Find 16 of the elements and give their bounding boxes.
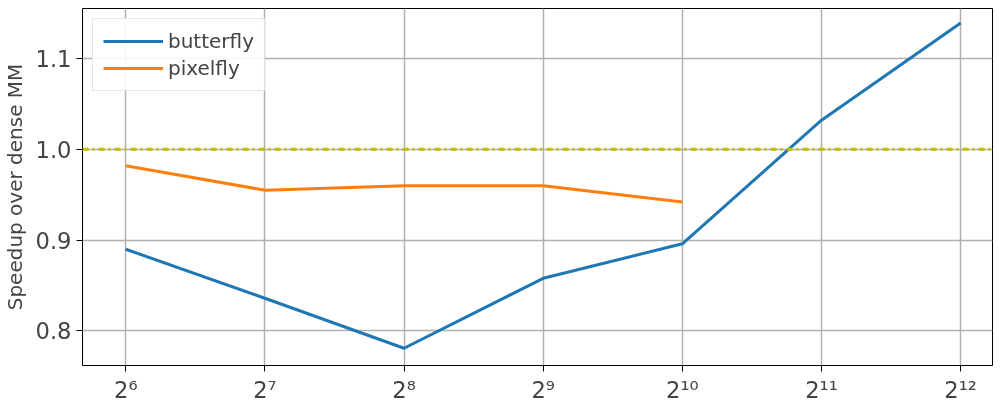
legend-label: butterfly [168,29,255,53]
y-axis-title: Speedup over dense MM [3,63,28,311]
y-tick-label: 1.0 [35,136,72,163]
x-tick-label: 2¹⁰ [666,376,699,403]
x-tick-label: 2⁹ [531,376,555,403]
x-tick-label: 2⁶ [113,376,138,403]
y-tick-label: 0.9 [35,227,72,254]
y-tick-label: 1.1 [35,45,72,72]
line-series [124,21,963,350]
x-tick-label: 2¹¹ [805,376,838,403]
legend-label: pixelfly [168,56,240,80]
x-tick-label: 2⁷ [253,376,277,403]
y-tick-label: 0.8 [35,318,72,345]
x-tick-label: 2⁸ [392,376,416,403]
line-series [124,164,684,204]
x-tick-label: 2¹² [944,376,977,403]
